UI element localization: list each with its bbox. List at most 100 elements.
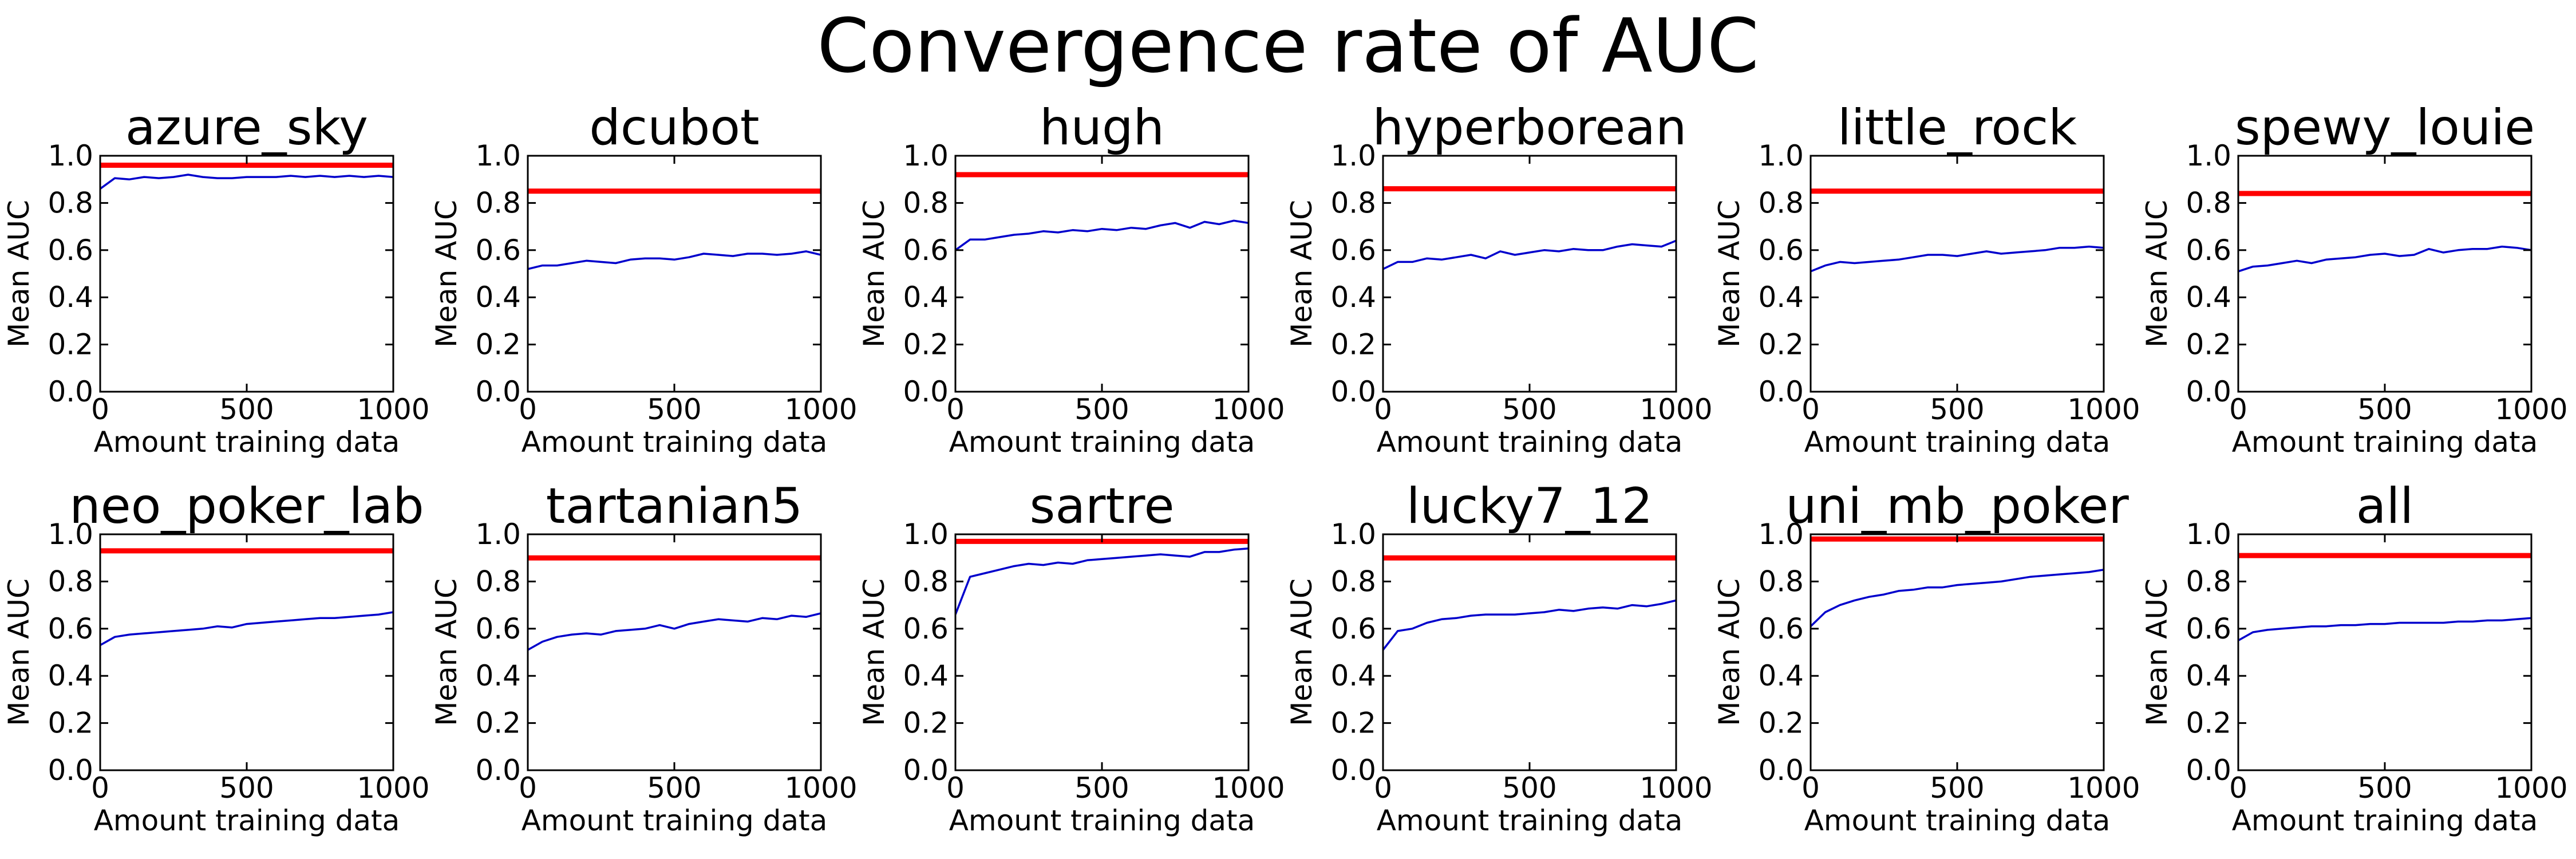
y-tick-label: 1.0 — [1330, 518, 1376, 551]
x-axis-label: Amount training data — [949, 804, 1255, 837]
x-tick-label: 0 — [2229, 393, 2247, 426]
x-tick-label: 500 — [647, 393, 701, 426]
x-tick-label: 0 — [1374, 771, 1392, 805]
y-tick-label: 0.6 — [48, 612, 93, 645]
x-axis-label: Amount training data — [2232, 804, 2538, 837]
x-axis-label: Amount training data — [1377, 425, 1683, 459]
series-line — [1383, 239, 1676, 270]
x-tick-label: 500 — [647, 771, 701, 805]
y-axis-label: Mean AUC — [2140, 578, 2174, 726]
y-tick-label: 0.6 — [903, 612, 949, 645]
y-tick-label: 0.8 — [1758, 565, 1804, 598]
x-tick-label: 0 — [519, 771, 537, 805]
subplot-title: lucky7_12 — [1406, 478, 1653, 535]
y-tick-label: 0.4 — [475, 281, 521, 314]
subplot-little_rock: little_rock 0.0 0.2 0.4 0.6 0.8 1.0 0 500 1000Amo… — [1713, 99, 2140, 459]
y-tick-label: 0.2 — [48, 328, 93, 361]
series-line — [955, 219, 1249, 251]
subplot-title: tartanian5 — [546, 478, 803, 535]
subplot-title: hyperborean — [1372, 99, 1686, 156]
x-tick-label: 500 — [219, 393, 274, 426]
subplot-title: dcubot — [589, 99, 759, 156]
y-tick-label: 0.8 — [1330, 186, 1376, 219]
x-tick-label: 1000 — [357, 771, 429, 805]
x-tick-label: 1000 — [1639, 393, 1712, 426]
y-axis-label: Mean AUC — [2140, 200, 2174, 348]
axes-frame — [1382, 533, 1677, 771]
y-tick-label: 0.2 — [48, 707, 93, 740]
y-axis-label: Mean AUC — [2, 578, 35, 726]
y-axis-label: Mean AUC — [1713, 578, 1746, 726]
series-line — [955, 547, 1249, 615]
y-tick-label: 0.4 — [1330, 659, 1376, 692]
x-tick-label: 1000 — [357, 393, 429, 426]
series-line — [528, 250, 821, 270]
y-tick-label: 0.2 — [1758, 707, 1804, 740]
x-tick-label: 0 — [1801, 393, 1820, 426]
y-axis-label: Mean AUC — [858, 578, 891, 726]
y-tick-label: 1.0 — [903, 518, 949, 551]
x-tick-label: 1000 — [2495, 393, 2567, 426]
y-tick-label: 0.8 — [2186, 565, 2231, 598]
y-tick-label: 0.4 — [48, 281, 93, 314]
series-line — [100, 611, 393, 647]
axes-frame — [99, 533, 394, 771]
y-tick-label: 0.2 — [475, 328, 521, 361]
x-tick-label: 500 — [1502, 771, 1556, 805]
y-tick-label: 0.2 — [903, 707, 949, 740]
y-tick-label: 0.6 — [475, 612, 521, 645]
y-tick-label: 0.0 — [48, 375, 93, 408]
y-tick-label: 0.8 — [48, 565, 93, 598]
subplot-lucky7_12: lucky7_12 0.0 0.2 0.4 0.6 0.8 1.0 0 500 1000Amoun… — [1285, 478, 1713, 837]
y-axis-label: Mean AUC — [430, 578, 463, 726]
series-line — [100, 174, 393, 190]
y-tick-label: 0.0 — [475, 375, 521, 408]
x-tick-label: 1000 — [784, 771, 857, 805]
x-tick-label: 500 — [1930, 771, 1984, 805]
x-tick-label: 1000 — [2495, 771, 2567, 805]
y-tick-label: 0.8 — [903, 565, 949, 598]
x-axis-label: Amount training data — [521, 804, 828, 837]
y-tick-label: 0.4 — [48, 659, 93, 692]
y-tick-label: 0.4 — [1330, 281, 1376, 314]
y-tick-label: 0.8 — [1330, 565, 1376, 598]
y-tick-label: 0.0 — [2186, 754, 2231, 787]
y-tick-label: 0.4 — [903, 659, 949, 692]
y-tick-label: 0.6 — [1758, 612, 1804, 645]
y-tick-label: 0.0 — [1758, 375, 1804, 408]
x-axis-label: Amount training data — [94, 804, 400, 837]
x-tick-label: 500 — [1930, 393, 1984, 426]
y-axis-label: Mean AUC — [858, 200, 891, 348]
x-tick-label: 500 — [1074, 771, 1129, 805]
y-tick-label: 1.0 — [2186, 139, 2231, 172]
y-tick-label: 0.8 — [475, 565, 521, 598]
x-tick-label: 500 — [2357, 393, 2412, 426]
series-line — [2238, 245, 2531, 273]
y-tick-label: 0.4 — [475, 659, 521, 692]
y-tick-label: 0.0 — [1330, 754, 1376, 787]
axes-frame — [2237, 533, 2532, 771]
x-tick-label: 500 — [1074, 393, 1129, 426]
y-tick-label: 0.6 — [2186, 234, 2231, 267]
subplot-title: little_rock — [1838, 99, 2077, 156]
y-tick-label: 1.0 — [48, 518, 93, 551]
x-tick-label: 1000 — [784, 393, 857, 426]
y-axis-label: Mean AUC — [1285, 578, 1318, 726]
x-tick-label: 1000 — [1212, 771, 1285, 805]
x-axis-label: Amount training data — [2232, 425, 2538, 459]
series-line — [1811, 245, 2104, 273]
y-tick-label: 0.4 — [903, 281, 949, 314]
y-tick-label: 0.8 — [475, 186, 521, 219]
subplot-title: hugh — [1040, 99, 1164, 156]
y-tick-label: 0.6 — [48, 234, 93, 267]
x-tick-label: 500 — [1502, 393, 1556, 426]
y-tick-label: 0.2 — [2186, 707, 2231, 740]
figure-title: Convergence rate of AUC — [817, 2, 1759, 89]
x-tick-label: 0 — [946, 771, 965, 805]
x-tick-label: 500 — [2357, 771, 2412, 805]
y-tick-label: 1.0 — [1758, 518, 1804, 551]
